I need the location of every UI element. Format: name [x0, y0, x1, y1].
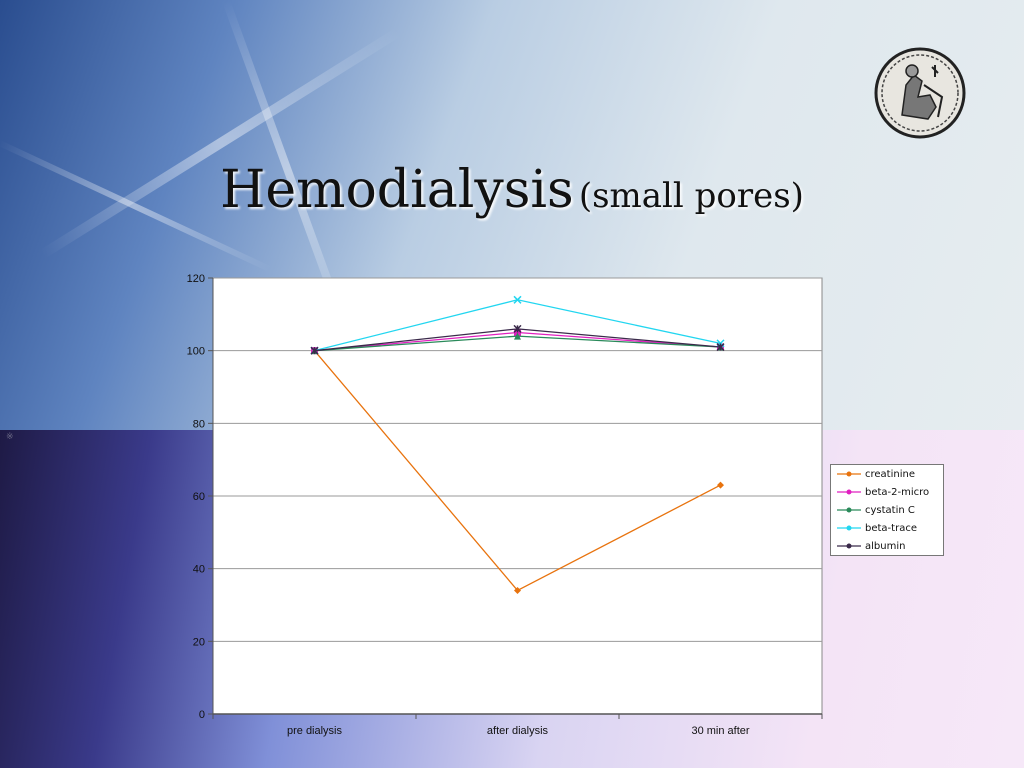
legend-swatch: [837, 471, 861, 477]
data-point: [717, 481, 724, 489]
legend-label: albumin: [865, 540, 906, 552]
coin-seal-logo: [874, 47, 966, 139]
y-tick-label: 40: [193, 564, 205, 576]
data-point: [514, 329, 521, 336]
legend-swatch: [837, 543, 861, 549]
edge-mark: ※: [6, 432, 14, 442]
title-subtitle: (small pores): [578, 176, 804, 216]
legend-label: beta-2-micro: [865, 486, 930, 498]
chart-legend: creatinine beta-2-micro cystatin C beta-tra…: [830, 464, 944, 556]
legend-item: albumin: [831, 537, 943, 555]
legend-label: cystatin C: [865, 504, 915, 516]
legend-swatch: [837, 507, 861, 513]
data-point: [716, 343, 725, 352]
x-tick-label: 30 min after: [691, 725, 749, 737]
y-tick-label: 80: [193, 418, 205, 430]
x-tick-label: pre dialysis: [287, 725, 343, 737]
data-point: [513, 324, 522, 333]
legend-label: beta-trace: [865, 522, 917, 534]
y-tick-label: 120: [187, 273, 205, 285]
legend-label: creatinine: [865, 468, 915, 480]
y-tick-label: 20: [193, 636, 205, 648]
data-point: [514, 586, 521, 594]
legend-item: beta-2-micro: [831, 483, 943, 501]
y-tick-label: 100: [187, 346, 205, 358]
legend-swatch: [837, 489, 861, 495]
data-point: [513, 295, 522, 304]
slide-title: Hemodialysis (small pores): [0, 160, 1024, 220]
legend-swatch: [837, 525, 861, 531]
legend-item: creatinine: [831, 465, 943, 483]
x-tick-label: after dialysis: [487, 725, 549, 737]
y-tick-label: 0: [199, 709, 205, 721]
data-point: [514, 332, 521, 340]
legend-item: beta-trace: [831, 519, 943, 537]
data-point: [310, 346, 319, 355]
title-main: Hemodialysis: [220, 160, 574, 220]
y-tick-label: 60: [193, 491, 205, 503]
legend-item: cystatin C: [831, 501, 943, 519]
